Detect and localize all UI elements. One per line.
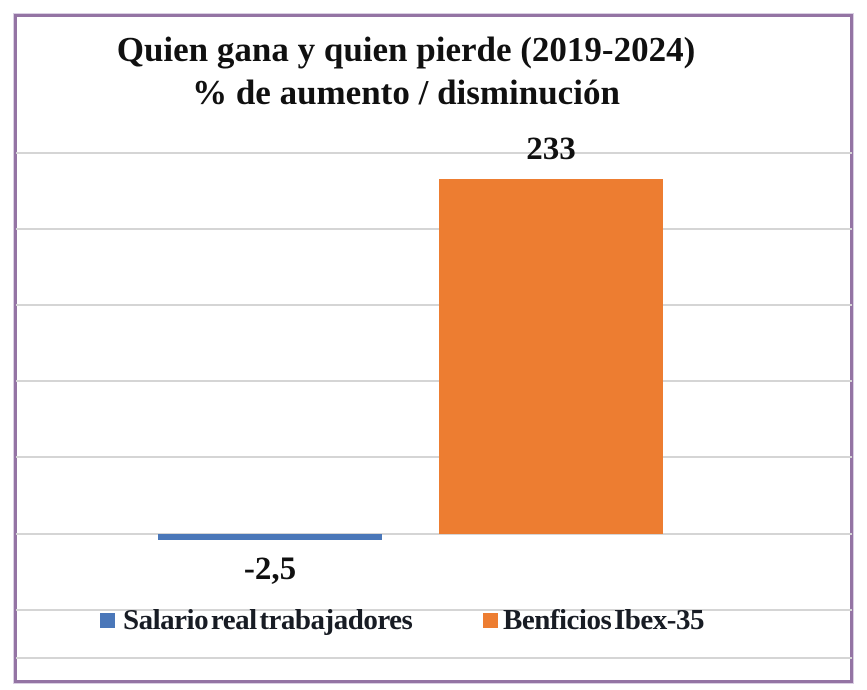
legend-label-ibex: Benficios Ibex-35 [503, 604, 704, 636]
gridline [16, 456, 852, 458]
chart-title-block: Quien gana y quien pierde (2019-2024) % … [0, 28, 812, 114]
gridline [16, 304, 852, 306]
chart-title: Quien gana y quien pierde (2019-2024) [116, 30, 696, 69]
plot-bottom-line [16, 657, 852, 659]
data-label-salario: -2,5 [243, 551, 297, 587]
chart-border [14, 14, 853, 683]
data-label-ibex: 233 [526, 131, 576, 167]
legend-swatch-salario [100, 613, 115, 628]
bar-ibex-35 [439, 179, 663, 534]
chart-subtitle: % de aumento / disminución [192, 73, 620, 112]
legend-label-salario: Salario real trabajadores [123, 604, 413, 636]
gridline [16, 152, 852, 154]
legend-swatch-ibex [483, 613, 498, 628]
gridline [16, 609, 852, 611]
gridline [16, 380, 852, 382]
gridline [16, 228, 852, 230]
bar-salario-real [158, 534, 382, 540]
gridline [16, 533, 852, 535]
